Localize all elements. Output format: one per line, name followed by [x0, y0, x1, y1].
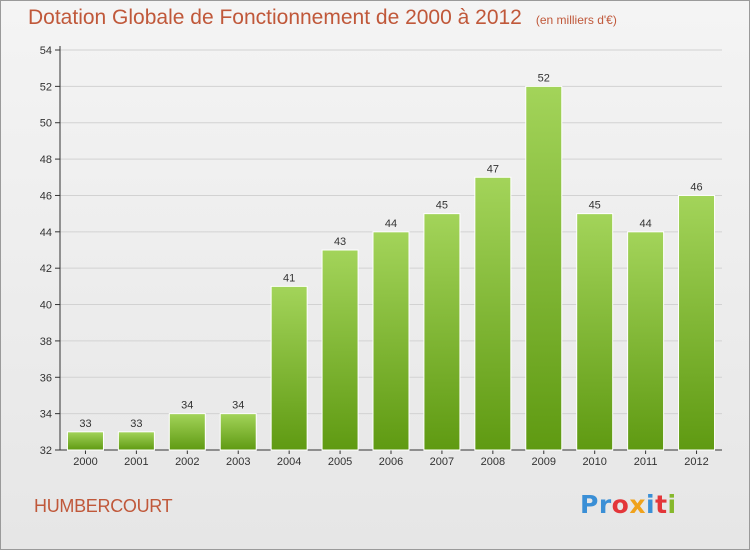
y-tick-label: 34 [40, 409, 52, 421]
y-tick-label: 46 [40, 190, 52, 202]
x-tick-label-2011: 2011 [634, 456, 658, 468]
value-label-2006: 44 [385, 218, 397, 230]
proxiti-logo[interactable]: Proxiti [580, 490, 677, 519]
x-tick-label-2001: 2001 [124, 456, 148, 468]
value-label-2011: 44 [639, 218, 651, 230]
chart-subtitle: (en milliers d'€) [535, 13, 617, 27]
logo-letter: P [580, 490, 599, 519]
logo-letter: x [629, 490, 646, 519]
bar-2010 [576, 213, 614, 451]
value-label-2003: 34 [232, 400, 244, 412]
value-label-2002: 34 [181, 400, 193, 412]
y-tick-label: 32 [40, 445, 52, 457]
chart-title: Dotation Globale de Fonctionnement de 20… [28, 6, 617, 30]
x-tick-label-2000: 2000 [73, 456, 97, 468]
bar-2006 [372, 231, 410, 451]
y-tick-label: 52 [40, 81, 52, 93]
bar-2012 [678, 194, 716, 451]
bars [66, 85, 716, 451]
logo-letter: t [655, 490, 668, 519]
y-tick-label: 40 [40, 300, 52, 312]
x-tick-label-2006: 2006 [379, 456, 403, 468]
value-label-2001: 33 [130, 418, 142, 430]
y-tick-label: 48 [40, 154, 52, 166]
y-tick-label: 38 [40, 336, 52, 348]
y-tick-label: 54 [40, 45, 52, 57]
bar-2007 [423, 213, 461, 451]
value-label-2008: 47 [487, 163, 499, 175]
logo-letter: r [598, 490, 612, 519]
value-label-2007: 45 [436, 200, 448, 212]
bar-2009 [525, 85, 563, 451]
bar-2003 [219, 413, 257, 451]
logo-letter: o [611, 490, 630, 519]
bar-2008 [474, 176, 512, 451]
x-tick-label-2009: 2009 [532, 456, 556, 468]
x-tick-label-2012: 2012 [684, 456, 708, 468]
bar-2001 [117, 431, 155, 451]
x-tick-label-2007: 2007 [430, 456, 454, 468]
value-label-2009: 52 [538, 72, 550, 84]
y-tick-label: 50 [40, 118, 52, 130]
value-label-2012: 46 [690, 181, 702, 193]
y-tick-label: 44 [40, 227, 52, 239]
logo-letter: i [646, 490, 656, 519]
x-tick-label-2010: 2010 [582, 456, 606, 468]
bar-2004 [270, 285, 308, 451]
x-tick-label-2003: 2003 [226, 456, 250, 468]
bar-2000 [66, 431, 104, 451]
x-tick-label-2002: 2002 [175, 456, 199, 468]
x-tick-label-2005: 2005 [328, 456, 352, 468]
x-tick-label-2004: 2004 [277, 456, 301, 468]
logo-letter: i [667, 490, 677, 519]
value-label-2000: 33 [79, 418, 91, 430]
bar-2002 [168, 413, 206, 451]
value-label-2004: 41 [283, 272, 295, 284]
commune-name: HUMBERCOURT [34, 496, 173, 516]
value-label-2010: 45 [589, 200, 601, 212]
y-tick-label: 36 [40, 372, 52, 384]
chart-title-text: Dotation Globale de Fonctionnement de 20… [28, 6, 522, 29]
bar-2005 [321, 249, 359, 451]
x-tick-label-2008: 2008 [481, 456, 505, 468]
labels: 32 34 36 38 40 42 44 46 48 50 52 54 33 2000 33 2001 34 20… [40, 45, 709, 468]
bar-2011 [627, 231, 665, 451]
y-tick-label: 42 [40, 263, 52, 275]
value-label-2005: 43 [334, 236, 346, 248]
